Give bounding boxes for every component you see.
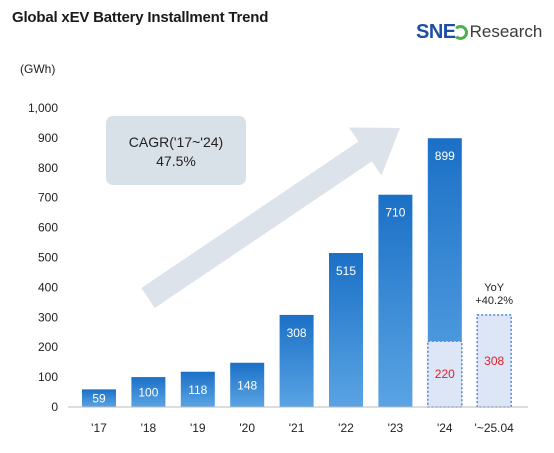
bar-value-label: 515 [336, 264, 356, 278]
x-tick-label: '22 [338, 421, 354, 435]
bar-value-label: 710 [385, 206, 405, 220]
yoy-label: YoY [484, 282, 504, 294]
bar [230, 362, 265, 407]
cagr-label: CAGR('17~'24) [129, 134, 223, 150]
bar [131, 377, 166, 407]
y-tick-label: 700 [38, 191, 58, 205]
x-tick-label: '20 [239, 421, 255, 435]
bar-value-label: 118 [188, 383, 207, 397]
cagr-box [106, 116, 246, 185]
y-tick-label: 900 [38, 131, 58, 145]
growth-arrow-icon [141, 127, 400, 308]
logo-brand: SNE [416, 20, 456, 43]
bar [279, 314, 314, 407]
bar [329, 253, 363, 407]
partial-bar [426, 340, 463, 408]
bar-value-label: 100 [138, 386, 158, 400]
y-tick-label: 500 [38, 251, 58, 265]
y-tick-label: 100 [38, 370, 58, 384]
y-tick-label: 200 [38, 340, 58, 354]
bar-value-label: 148 [237, 378, 257, 392]
x-tick-label: '23 [388, 421, 404, 435]
y-tick-label: 400 [38, 280, 58, 294]
x-tick-label: '~25.04 [475, 421, 515, 435]
yoy-value: +40.2% [475, 295, 513, 307]
partial-bar [476, 314, 513, 408]
y-tick-label: 1,000 [28, 101, 58, 115]
y-tick-label: 800 [38, 161, 58, 175]
sne-research-logo: SNE Research [416, 20, 542, 44]
partial-bar-value-label: 220 [435, 367, 455, 381]
logo-suffix: Research [469, 22, 543, 41]
bar-value-label: 899 [435, 149, 455, 163]
y-tick-label: 300 [38, 310, 58, 324]
x-tick-label: '24 [437, 421, 453, 435]
x-tick-label: '17 [91, 421, 107, 435]
x-tick-label: '18 [141, 421, 157, 435]
cagr-value: 47.5% [156, 153, 196, 169]
logo-ring-icon [452, 24, 468, 40]
bar [180, 371, 215, 407]
x-tick-label: '19 [190, 421, 206, 435]
bar [378, 194, 413, 407]
y-tick-label: 0 [51, 400, 58, 414]
bar [82, 389, 116, 407]
y-tick-label: 600 [38, 221, 58, 235]
x-tick-label: '21 [289, 421, 305, 435]
partial-bar-value-label: 308 [484, 354, 504, 368]
bar-value-label: 308 [287, 326, 307, 340]
chart-title: Global xEV Battery Installment Trend [12, 9, 269, 26]
bar-value-label: 59 [92, 392, 106, 406]
y-axis-unit: (GWh) [20, 62, 56, 76]
